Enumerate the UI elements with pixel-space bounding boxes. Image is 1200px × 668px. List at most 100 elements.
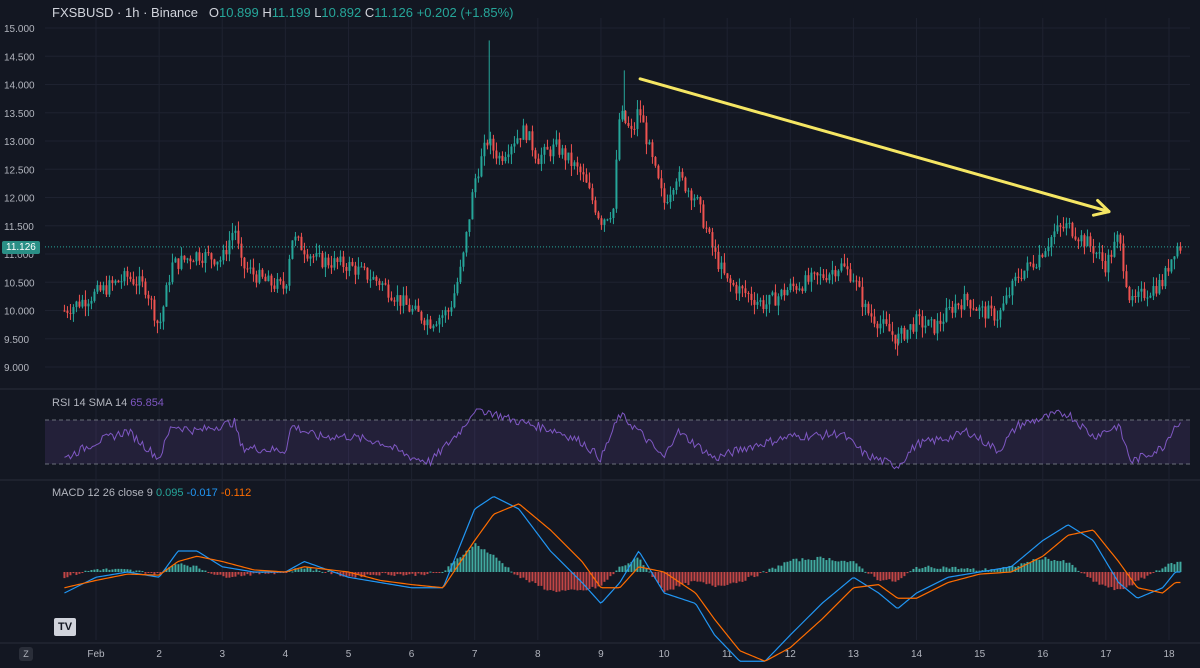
- macd-hist-bar: [954, 566, 957, 572]
- macd-hist-bar: [90, 570, 93, 572]
- macd-hist-bar: [297, 569, 300, 572]
- candle-body: [549, 149, 552, 157]
- macd-hist-bar: [957, 569, 960, 572]
- x-tick-label: 4: [283, 649, 289, 660]
- macd-hist-bar: [813, 559, 816, 572]
- candle-body: [474, 178, 477, 193]
- candle-body: [972, 308, 975, 310]
- macd-hist-bar: [459, 557, 462, 572]
- candle-body: [819, 274, 822, 276]
- macd-hist-bar: [858, 566, 861, 572]
- candle-body: [876, 323, 879, 329]
- macd-hist-bar: [243, 572, 246, 576]
- macd-header[interactable]: MACD 12 26 close 9 0.095 -0.017 -0.112: [52, 487, 251, 499]
- y-tick-label: 11.500: [4, 222, 34, 233]
- macd-hist-bar: [918, 568, 921, 572]
- macd-hist-bar: [792, 558, 795, 572]
- macd-hist-bar: [258, 572, 261, 575]
- symbol-label[interactable]: FXSBUSD: [52, 5, 114, 20]
- candle-body: [1176, 246, 1179, 257]
- macd-hist-bar: [93, 569, 96, 572]
- macd-hist-bar: [207, 572, 210, 573]
- candle-body: [750, 293, 753, 301]
- x-tick-label: 3: [219, 649, 225, 660]
- candle-body: [1104, 260, 1107, 273]
- y-tick-label: 15.000: [4, 24, 35, 35]
- macd-hist-bar: [1113, 572, 1116, 591]
- macd-hist-bar: [201, 570, 204, 572]
- high-key: H: [262, 5, 272, 20]
- candle-body: [651, 142, 654, 158]
- macd-hist-bar: [441, 571, 444, 573]
- macd-hist-bar: [1077, 570, 1080, 572]
- candle-body: [330, 265, 333, 268]
- candle-body: [831, 270, 834, 275]
- candle-body: [90, 300, 93, 304]
- candle-body: [771, 292, 774, 296]
- macd-hist-bar: [111, 569, 114, 572]
- candle-body: [501, 155, 504, 162]
- rsi-header[interactable]: RSI 14 SMA 14 65.854: [52, 397, 164, 409]
- macd-hist-bar: [408, 572, 411, 575]
- rsi-line: [64, 408, 1181, 470]
- candle-body: [696, 197, 699, 199]
- macd-hist-bar: [471, 546, 474, 572]
- candle-body: [1029, 262, 1032, 264]
- candle-body: [543, 146, 546, 155]
- zoom-button[interactable]: Z: [19, 647, 33, 661]
- macd-hist-bar: [960, 568, 963, 572]
- macd-hist-bar: [510, 571, 513, 573]
- candle-body: [552, 144, 555, 157]
- macd-hist-bar: [762, 571, 765, 573]
- candle-body: [969, 300, 972, 309]
- macd-hist-bar: [840, 560, 843, 572]
- candle-body: [1056, 225, 1059, 232]
- macd-hist-bar: [609, 572, 612, 577]
- macd-hist-bar: [759, 572, 762, 573]
- candle-body: [417, 305, 420, 312]
- candle-body: [717, 251, 720, 270]
- candle-body: [879, 323, 882, 329]
- candle-body: [291, 240, 294, 259]
- candle-body: [207, 252, 210, 254]
- macd-hist-bar: [657, 572, 660, 583]
- candle-body: [882, 319, 885, 324]
- macd-hist-bar: [945, 567, 948, 572]
- macd-hist-bar: [996, 568, 999, 572]
- candle-body: [522, 125, 525, 140]
- macd-hist-bar: [456, 558, 459, 572]
- candle-body: [225, 249, 228, 255]
- macd-hist-bar: [1011, 565, 1014, 572]
- macd-hist-bar: [774, 568, 777, 572]
- macd-hist-bar: [807, 559, 810, 572]
- candle-body: [210, 253, 213, 260]
- tradingview-logo[interactable]: TV: [54, 618, 76, 636]
- candle-body: [399, 295, 402, 306]
- macd-hist-bar: [714, 572, 717, 588]
- candle-body: [996, 319, 999, 321]
- macd-hist-bar: [888, 572, 891, 580]
- macd-hist-bar: [744, 572, 747, 581]
- candle-body: [372, 276, 375, 280]
- candle-body: [105, 285, 108, 295]
- macd-hist-bar: [870, 572, 873, 574]
- candle-body: [870, 313, 873, 317]
- macd-hist-bar: [909, 571, 912, 573]
- macd-hist-bar: [1125, 572, 1128, 588]
- macd-hist-bar: [1134, 572, 1137, 582]
- candle-body: [930, 319, 933, 321]
- macd-hist-bar: [1041, 559, 1044, 572]
- macd-hist-bar: [132, 571, 135, 573]
- candle-body: [963, 293, 966, 310]
- macd-hist-bar: [144, 572, 147, 574]
- macd-hist-bar: [738, 572, 741, 582]
- macd-hist-bar: [828, 558, 831, 572]
- candle-body: [909, 324, 912, 330]
- macd-hist-bar: [366, 572, 369, 575]
- legend-header: FXSBUSD · 1h · Binance O10.899 H11.199 L…: [52, 5, 514, 20]
- y-tick-label: 12.500: [4, 165, 35, 176]
- interval-label[interactable]: 1h: [124, 5, 140, 20]
- macd-hist-bar: [603, 572, 606, 582]
- macd-hist-bar: [426, 572, 429, 575]
